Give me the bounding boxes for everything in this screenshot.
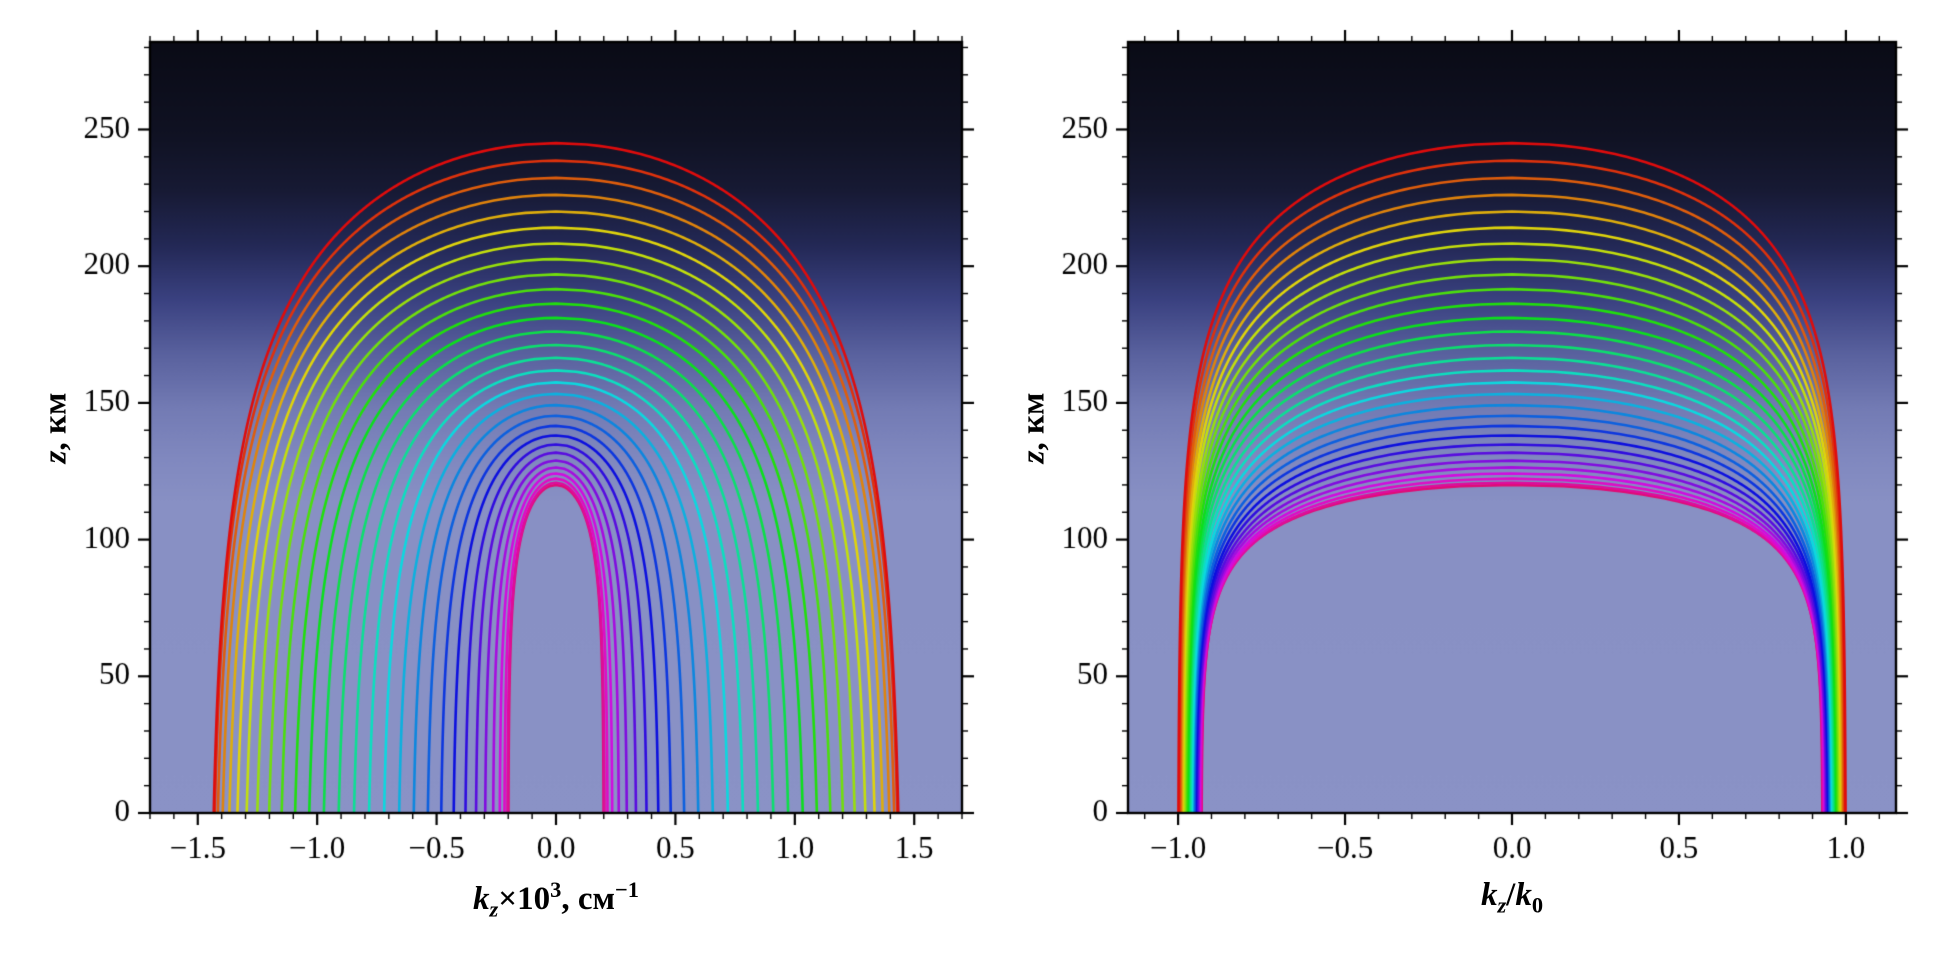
axis-label-segment: z xyxy=(37,450,74,463)
axis-label-segment: 3 xyxy=(550,877,562,902)
axis-label-segment: k xyxy=(1515,877,1532,913)
left-plot-y-axis-label: z, км xyxy=(38,392,75,463)
right-plot-y-axis-label: z, км xyxy=(1016,392,1053,463)
axis-label-segment: k xyxy=(1480,877,1498,913)
left-plot-x-axis-label: kz×103, см−1 xyxy=(473,877,639,923)
axis-label-segment: ×10 xyxy=(498,881,551,917)
axis-label-segment: z xyxy=(1497,892,1507,918)
axis-label-segment: , км xyxy=(1015,392,1052,451)
axis-label-segment: z xyxy=(1015,450,1052,463)
axis-label-segment: , см xyxy=(561,881,615,917)
axis-label-segment: , км xyxy=(37,392,74,451)
axis-label-segment: / xyxy=(1506,877,1516,913)
axis-label-segment: z xyxy=(489,896,499,922)
axis-label-segment: −1 xyxy=(614,877,639,902)
axis-label-segment: 0 xyxy=(1531,892,1544,918)
right-plot-x-axis-label: kz/k0 xyxy=(1481,877,1543,919)
axis-label-segment: k xyxy=(473,881,490,917)
